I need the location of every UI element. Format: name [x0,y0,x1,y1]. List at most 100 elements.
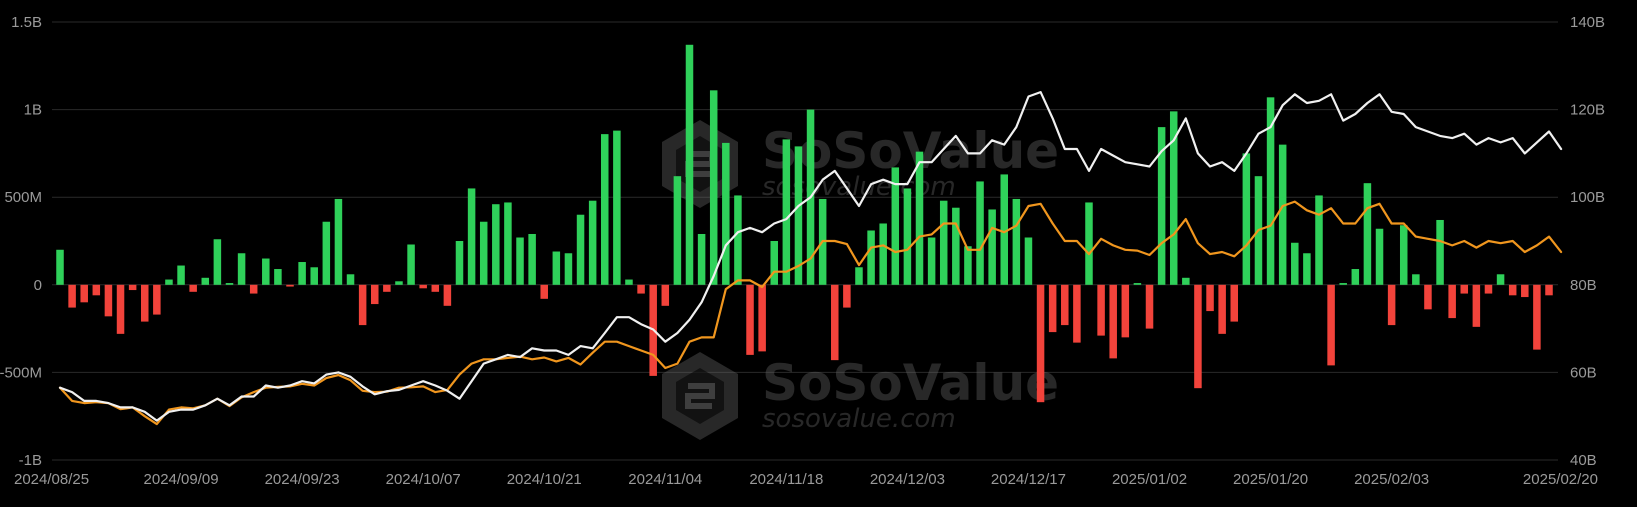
bar-65 [843,284,851,308]
bar-61 [794,146,803,285]
x-tick-label: 2025/02/03 [1354,471,1429,488]
bar-77 [988,209,996,285]
bar-22 [322,221,331,285]
bar-26 [371,284,379,305]
bar-50 [661,284,670,306]
bar-85 [1085,202,1093,285]
bar-41 [552,251,561,285]
bar-14 [225,283,234,285]
bar-58 [758,284,766,352]
left-y-tick-label: 1B [24,102,42,119]
bar-70 [903,188,912,285]
bar-95 [1206,284,1214,312]
bar-45 [601,134,609,285]
bar-67 [867,230,875,285]
watermark-url-text: sosovalue.com [762,172,956,202]
bar-28 [395,281,403,285]
left-y-tick-label: -500M [0,364,42,381]
bar-80 [1024,237,1033,285]
bar-27 [383,284,391,292]
bar-32 [443,284,452,306]
total-net-assets-line [58,90,1563,422]
right-y-tick-label: 100B [1570,189,1605,206]
bar-51 [673,176,682,285]
bar-120 [1508,284,1517,296]
watermark-url-text: sosovalue.com [762,404,956,434]
bar-117 [1472,284,1481,327]
bar-107 [1351,269,1360,285]
left-y-axis: -1B -500M 0 500M 1B 1.5B [0,14,42,469]
bar-113 [1424,284,1432,310]
bar-43 [576,214,585,285]
bar-115 [1448,284,1456,319]
bar-47 [625,279,633,285]
bar-12 [201,277,210,285]
bar-98 [1242,153,1251,285]
bar-17 [262,258,270,285]
watermark-brand-text: SoSoValue [762,354,1059,412]
bar-31 [431,284,440,292]
bar-53 [697,233,706,285]
bar-74 [952,207,960,285]
bar-75 [964,246,972,285]
bar-81 [1036,284,1045,403]
bar-55 [722,142,730,285]
bar-39 [528,233,536,285]
bar-72 [927,237,936,285]
bar-83 [1061,284,1069,326]
bar-84 [1073,284,1081,343]
left-y-tick-label: -1B [19,452,42,469]
bar-6 [128,284,137,291]
bar-89 [1133,283,1142,285]
bar-46 [613,130,621,285]
bar-34 [467,188,476,285]
bar-68 [879,223,887,285]
bar-116 [1460,284,1469,294]
bar-54 [709,90,718,285]
right-y-tick-label: 120B [1570,102,1605,119]
btc-price-line [58,200,1563,426]
bar-86 [1097,284,1105,336]
bar-105 [1327,284,1335,366]
bar-8 [153,284,161,315]
bar-104 [1315,195,1323,285]
bar-108 [1363,183,1372,285]
bar-24 [346,274,355,285]
bar-79 [1012,198,1021,285]
bar-36 [492,204,500,285]
bar-20 [298,262,306,285]
bar-23 [334,198,343,285]
bar-18 [274,269,282,285]
x-axis: 2024/08/25 2024/09/09 2024/09/23 2024/10/07… [14,471,1598,488]
bar-118 [1484,284,1493,294]
right-y-tick-label: 80B [1570,277,1597,294]
bar-93 [1182,277,1190,285]
bar-106 [1339,283,1347,285]
bar-122 [1533,284,1541,350]
left-y-tick-label: 0 [34,277,42,294]
bar-1 [68,284,76,308]
bar-121 [1521,284,1529,298]
x-tick-label: 2024/08/25 [14,471,89,488]
watermark: SoSoValue sosovalue.com [662,352,1059,440]
bar-30 [419,284,427,289]
watermark: SoSoValue sosovalue.com [662,120,1059,208]
left-y-tick-label: 1.5B [11,14,42,31]
bar-38 [516,237,524,285]
bar-119 [1496,274,1505,285]
bar-44 [588,200,597,285]
bar-90 [1145,284,1154,329]
bar-5 [116,284,125,334]
bar-102 [1291,242,1299,285]
x-tick-label: 2024/09/09 [144,471,219,488]
bar-3 [92,284,101,296]
bar-91 [1157,127,1166,285]
bar-40 [540,284,548,299]
right-y-tick-label: 60B [1570,364,1597,381]
bar-76 [976,181,984,285]
x-tick-label: 2024/12/03 [870,471,945,488]
bar-16 [249,284,258,294]
bar-100 [1266,97,1275,285]
